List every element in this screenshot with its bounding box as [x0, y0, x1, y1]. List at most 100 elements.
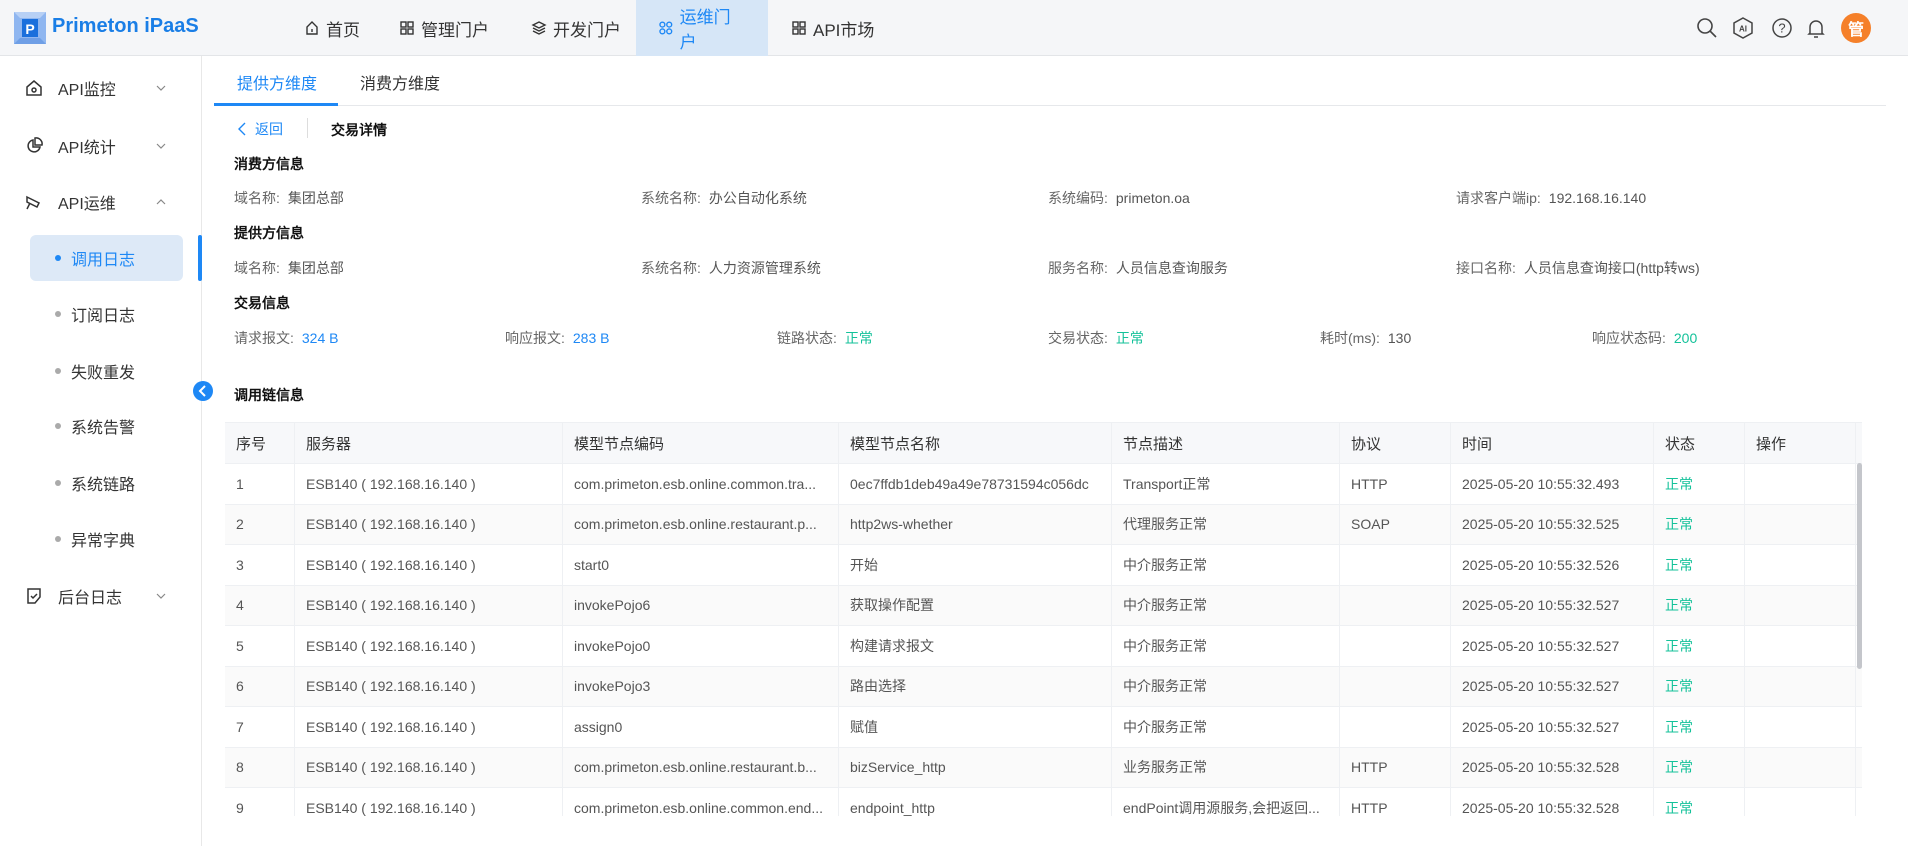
- nav-label: API市场: [813, 20, 875, 40]
- tab-provider-dimension[interactable]: 提供方维度: [237, 76, 318, 93]
- nav-ops-portal[interactable]: 运维门户: [636, 0, 768, 56]
- grid-icon: [792, 21, 806, 35]
- svg-text:?: ?: [1778, 21, 1785, 36]
- table-cell: 构建请求报文: [839, 626, 1112, 666]
- table-cell: ESB140 ( 192.168.16.140 ): [295, 788, 563, 816]
- field-value: 283 B: [572, 330, 610, 346]
- nav-dev-portal[interactable]: 开发门户: [509, 0, 643, 56]
- row-actions[interactable]: [1745, 585, 1856, 625]
- field-value: 人员信息查询接口(http转ws): [1523, 260, 1700, 276]
- sidebar-item-call-log[interactable]: 调用日志: [30, 235, 183, 281]
- status-badge: 正常: [1654, 585, 1745, 625]
- table-cell: 中介服务正常: [1112, 585, 1340, 625]
- avatar-text: 管: [1847, 22, 1864, 39]
- table-cell: endpoint_http: [839, 788, 1112, 816]
- sidebar-item-exception-dict[interactable]: 异常字典: [0, 519, 200, 559]
- sidebar-group-api-stats[interactable]: API统计: [0, 126, 200, 166]
- search-icon[interactable]: [1695, 16, 1719, 40]
- table-cell: 2025-05-20 10:55:32.527: [1451, 707, 1654, 747]
- table-row[interactable]: 4 ESB140 ( 192.168.16.140 ) invokePojo6 获取操…: [225, 585, 1862, 626]
- table-scrollbar[interactable]: [1857, 463, 1862, 669]
- sidebar-item-subscribe-log[interactable]: 订阅日志: [0, 294, 200, 334]
- row-actions[interactable]: [1745, 666, 1856, 706]
- row-actions[interactable]: [1745, 545, 1856, 585]
- table-cell: endPoint调用源服务,会把返回...: [1112, 788, 1340, 816]
- status-badge: 正常: [1654, 545, 1745, 585]
- table-cell: 2025-05-20 10:55:32.526: [1451, 545, 1654, 585]
- sidebar-item-label: 订阅日志: [71, 308, 136, 325]
- sidebar-item-failed-resend[interactable]: 失败重发: [0, 351, 200, 391]
- field-value: 正常: [844, 330, 873, 346]
- table-row[interactable]: 7 ESB140 ( 192.168.16.140 ) assign0 赋值 中介服务正…: [225, 707, 1862, 748]
- table-row[interactable]: 3 ESB140 ( 192.168.16.140 ) start0 开始 中介服务正常…: [225, 545, 1862, 586]
- sidebar-group-label: API统计: [58, 140, 116, 157]
- row-actions[interactable]: [1745, 788, 1856, 816]
- table-body[interactable]: 1 ESB140 ( 192.168.16.140 ) com.primeton.e…: [225, 464, 1862, 816]
- table-cell: assign0: [563, 707, 839, 747]
- help-icon[interactable]: ?: [1770, 16, 1794, 40]
- sidebar: API监控 API统计 API运维 调用日志 订阅日志 失败重发 系统告警 系统…: [0, 56, 202, 846]
- table-cell: invokePojo3: [563, 666, 839, 706]
- table-cell: 2025-05-20 10:55:32.493: [1451, 464, 1654, 504]
- table-cell: 赋值: [839, 707, 1112, 747]
- table-cell: http2ws-whether: [839, 504, 1112, 544]
- sidebar-group-label: API运维: [58, 196, 116, 213]
- field-label: 响应状态码:: [1592, 330, 1666, 346]
- table-cell: 路由选择: [839, 666, 1112, 706]
- bullet-icon: [55, 423, 61, 429]
- field-value: 人力资源管理系统: [708, 260, 821, 276]
- row-actions[interactable]: [1745, 464, 1856, 504]
- tab-consumer-dimension[interactable]: 消费方维度: [360, 76, 441, 93]
- bullet-icon: [55, 480, 61, 486]
- table-cell: 2025-05-20 10:55:32.527: [1451, 626, 1654, 666]
- column-header: 操作: [1745, 423, 1856, 463]
- table-cell: 获取操作配置: [839, 585, 1112, 625]
- table-cell: HTTP: [1340, 464, 1451, 504]
- column-header: 节点描述: [1112, 423, 1340, 463]
- info-field: 请求客户端ip: 192.168.16.140: [1456, 188, 1646, 208]
- back-button[interactable]: 返回: [237, 119, 283, 139]
- sidebar-group-backend-log[interactable]: 后台日志: [0, 576, 200, 616]
- row-actions[interactable]: [1745, 504, 1856, 544]
- table-row[interactable]: 9 ESB140 ( 192.168.16.140 ) com.primeton.e…: [225, 788, 1862, 816]
- sidebar-item-label: 系统告警: [71, 420, 136, 437]
- nav-home[interactable]: 首页: [282, 0, 382, 56]
- sidebar-item-system-link[interactable]: 系统链路: [0, 463, 200, 503]
- table-cell: com.primeton.esb.online.common.end...: [563, 788, 839, 816]
- sidebar-item-system-alert[interactable]: 系统告警: [0, 406, 200, 446]
- collapse-sidebar-button[interactable]: [193, 381, 213, 401]
- table-row[interactable]: 6 ESB140 ( 192.168.16.140 ) invokePojo3 路由选…: [225, 666, 1862, 707]
- table-row[interactable]: 5 ESB140 ( 192.168.16.140 ) invokePojo0 构建请…: [225, 626, 1862, 667]
- table-cell: 0ec7ffdb1deb49a49e78731594c056dc: [839, 464, 1112, 504]
- sidebar-group-label: 后台日志: [58, 590, 123, 607]
- table-cell: invokePojo6: [563, 585, 839, 625]
- column-header: 时间: [1451, 423, 1654, 463]
- row-actions[interactable]: [1745, 707, 1856, 747]
- nav-admin-portal[interactable]: 管理门户: [377, 0, 511, 56]
- field-value: 集团总部: [287, 260, 344, 276]
- row-actions[interactable]: [1745, 626, 1856, 666]
- user-avatar[interactable]: 管: [1841, 13, 1871, 43]
- row-actions[interactable]: [1745, 747, 1856, 787]
- ai-icon[interactable]: AI: [1731, 16, 1755, 40]
- info-field: 接口名称: 人员信息查询接口(http转ws): [1456, 258, 1700, 278]
- table-row[interactable]: 2 ESB140 ( 192.168.16.140 ) com.primeton.e…: [225, 504, 1862, 545]
- bell-icon[interactable]: [1804, 16, 1828, 40]
- chevron-down-icon: [156, 593, 166, 599]
- table-cell: 5: [225, 626, 295, 666]
- column-header: 状态: [1654, 423, 1745, 463]
- field-label: 系统名称:: [641, 190, 701, 206]
- table-cell: 9: [225, 788, 295, 816]
- sidebar-group-api-ops[interactable]: API运维: [0, 182, 200, 222]
- table-cell: ESB140 ( 192.168.16.140 ): [295, 747, 563, 787]
- grid-icon: [659, 21, 673, 35]
- nav-label: 管理门户: [421, 20, 489, 40]
- sidebar-group-api-monitor[interactable]: API监控: [0, 68, 200, 108]
- table-cell: [1340, 666, 1451, 706]
- field-value: primeton.oa: [1115, 190, 1190, 206]
- nav-api-market[interactable]: API市场: [769, 0, 896, 56]
- layers-icon: [531, 21, 547, 35]
- table-row[interactable]: 8 ESB140 ( 192.168.16.140 ) com.primeton.e…: [225, 747, 1862, 788]
- table-row[interactable]: 1 ESB140 ( 192.168.16.140 ) com.primeton.e…: [225, 464, 1862, 505]
- nav-label: 开发门户: [553, 20, 621, 40]
